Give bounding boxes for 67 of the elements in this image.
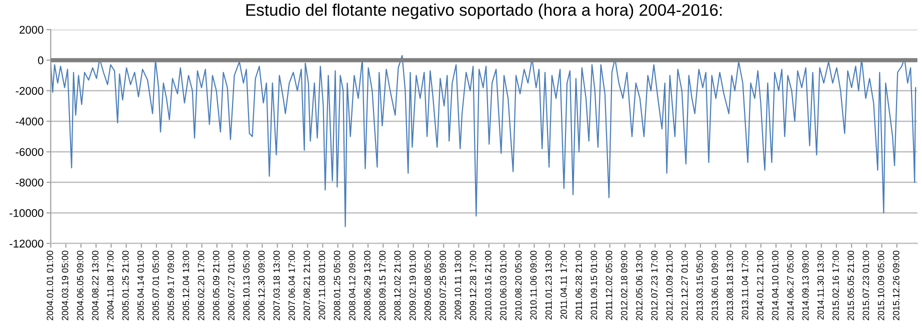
- x-tick-label: 2010.08.20 05:00: [515, 250, 522, 320]
- x-tick-label: 2007.08.21 21:00: [304, 250, 310, 320]
- x-tick-label: 2011.04.11 17:00: [560, 250, 567, 319]
- x-tick-label: 2004.01.01 01:00: [46, 250, 54, 320]
- x-tick-label: 2009.12.28 17:00: [470, 250, 476, 320]
- x-tick-label: 2006.07.27 01:00: [228, 250, 234, 320]
- x-tick-label: 2011.09.15 01:00: [590, 250, 598, 320]
- chart-title: Estudio del flotante negativo soportado (hora a hora) 2004-2016:: [246, 4, 722, 20]
- x-tick-label: 2009.07.25 09:00: [440, 250, 446, 320]
- x-tick-label: 2005.07.01 05:00: [152, 250, 159, 320]
- x-tick-label: 2008.06.29 13:00: [364, 250, 370, 320]
- x-tick-label: 2007.03.18 13:00: [273, 250, 280, 320]
- x-tick-label: 2012.07.23 17:00: [651, 250, 658, 320]
- x-tick-label: 2014.11.30 13:00: [817, 250, 824, 320]
- x-tick-label: 2010.03.16 21:00: [484, 250, 492, 320]
- x-tick-label: 2015.10.09 05:00: [878, 250, 884, 320]
- x-tick-label: 2012.05.06 13:00: [636, 250, 642, 320]
- x-tick-label: 2013.03.15 05:00: [696, 250, 703, 320]
- x-tick-label: 2005.12.04 13:00: [182, 250, 190, 320]
- x-tick-label: 2012.10.09 21:00: [666, 250, 673, 320]
- y-tick-label: -6000: [16, 148, 44, 156]
- x-tick-label: 2012.02.18 09:00: [620, 250, 628, 320]
- x-tick-label: 2011.06.28 21:00: [576, 250, 582, 320]
- x-tick-label: 2013.11.04 17:00: [742, 250, 748, 320]
- x-tick-label: 2004.03.19 05:00: [62, 250, 68, 320]
- x-tick-label: 2010.11.06 09:00: [530, 250, 537, 320]
- x-tick-label: 2004.11.08 17:00: [107, 250, 114, 320]
- x-tick-label: 2012.12.27 01:00: [681, 250, 688, 320]
- y-tick-label: -12000: [10, 240, 44, 248]
- x-tick-label: 2015.05.05 21:00: [848, 250, 854, 320]
- x-tick-label: 2005.09.17 09:00: [168, 250, 174, 320]
- y-tick-label: 2000: [20, 26, 44, 34]
- x-tick-label: 2011.12.02 05:00: [606, 250, 612, 320]
- x-tick-label: 2005.04.14 01:00: [137, 250, 144, 320]
- x-tick-label: 2006.12.30 09:00: [258, 250, 265, 320]
- x-tick-label: 2008.04.12 09:00: [348, 250, 356, 320]
- x-tick-label: 2008.09.15 17:00: [379, 250, 386, 320]
- x-tick-label: 2004.08.22 13:00: [92, 250, 98, 320]
- x-tick-label: 2015.12.26 09:00: [892, 250, 900, 320]
- x-tick-label: 2013.08.18 13:00: [726, 250, 734, 320]
- x-tick-label: 2006.05.09 21:00: [212, 250, 220, 320]
- x-tick-label: 2009.05.08 05:00: [424, 250, 431, 320]
- x-tick-label: 2011.01.23 13:00: [545, 250, 552, 320]
- line-series: [50, 55, 916, 228]
- x-tick-label: 2015.02.16 17:00: [832, 250, 839, 320]
- x-tick-label: 2006.10.13 05:00: [243, 250, 250, 320]
- y-tick-label: 0: [38, 56, 44, 64]
- x-tick-label: 2009.02.19 01:00: [409, 250, 416, 320]
- x-tick-label: 2005.01.25 21:00: [122, 250, 129, 320]
- x-tick-label: 2013.06.01 09:00: [712, 250, 718, 320]
- y-tick-label: -2000: [16, 86, 44, 95]
- x-tick-label: 2008.12.02 21:00: [394, 250, 401, 320]
- y-tick-label: -8000: [16, 178, 44, 186]
- x-tick-label: 2014.09.13 09:00: [802, 250, 809, 320]
- x-tick-label: 2007.11.08 01:00: [318, 250, 326, 320]
- x-tick-label: 2007.06.04 17:00: [288, 250, 295, 320]
- x-tick-label: 2006.02.20 17:00: [198, 250, 204, 320]
- x-tick-label: 2015.07.23 01:00: [862, 250, 870, 320]
- x-tick-label: 2009.10.11 13:00: [454, 250, 462, 320]
- y-tick-label: -10000: [10, 209, 44, 218]
- y-tick-label: -4000: [16, 118, 44, 126]
- x-tick-label: 2014.04.10 01:00: [772, 250, 778, 320]
- x-tick-label: 2010.06.03 01:00: [500, 250, 506, 320]
- x-tick-label: 2014.06.27 05:00: [787, 250, 794, 320]
- x-tick-label: 2004.06.05 09:00: [76, 250, 84, 320]
- x-tick-label: 2008.01.25 05:00: [334, 250, 340, 320]
- x-tick-label: 2014.01.21 21:00: [756, 250, 764, 320]
